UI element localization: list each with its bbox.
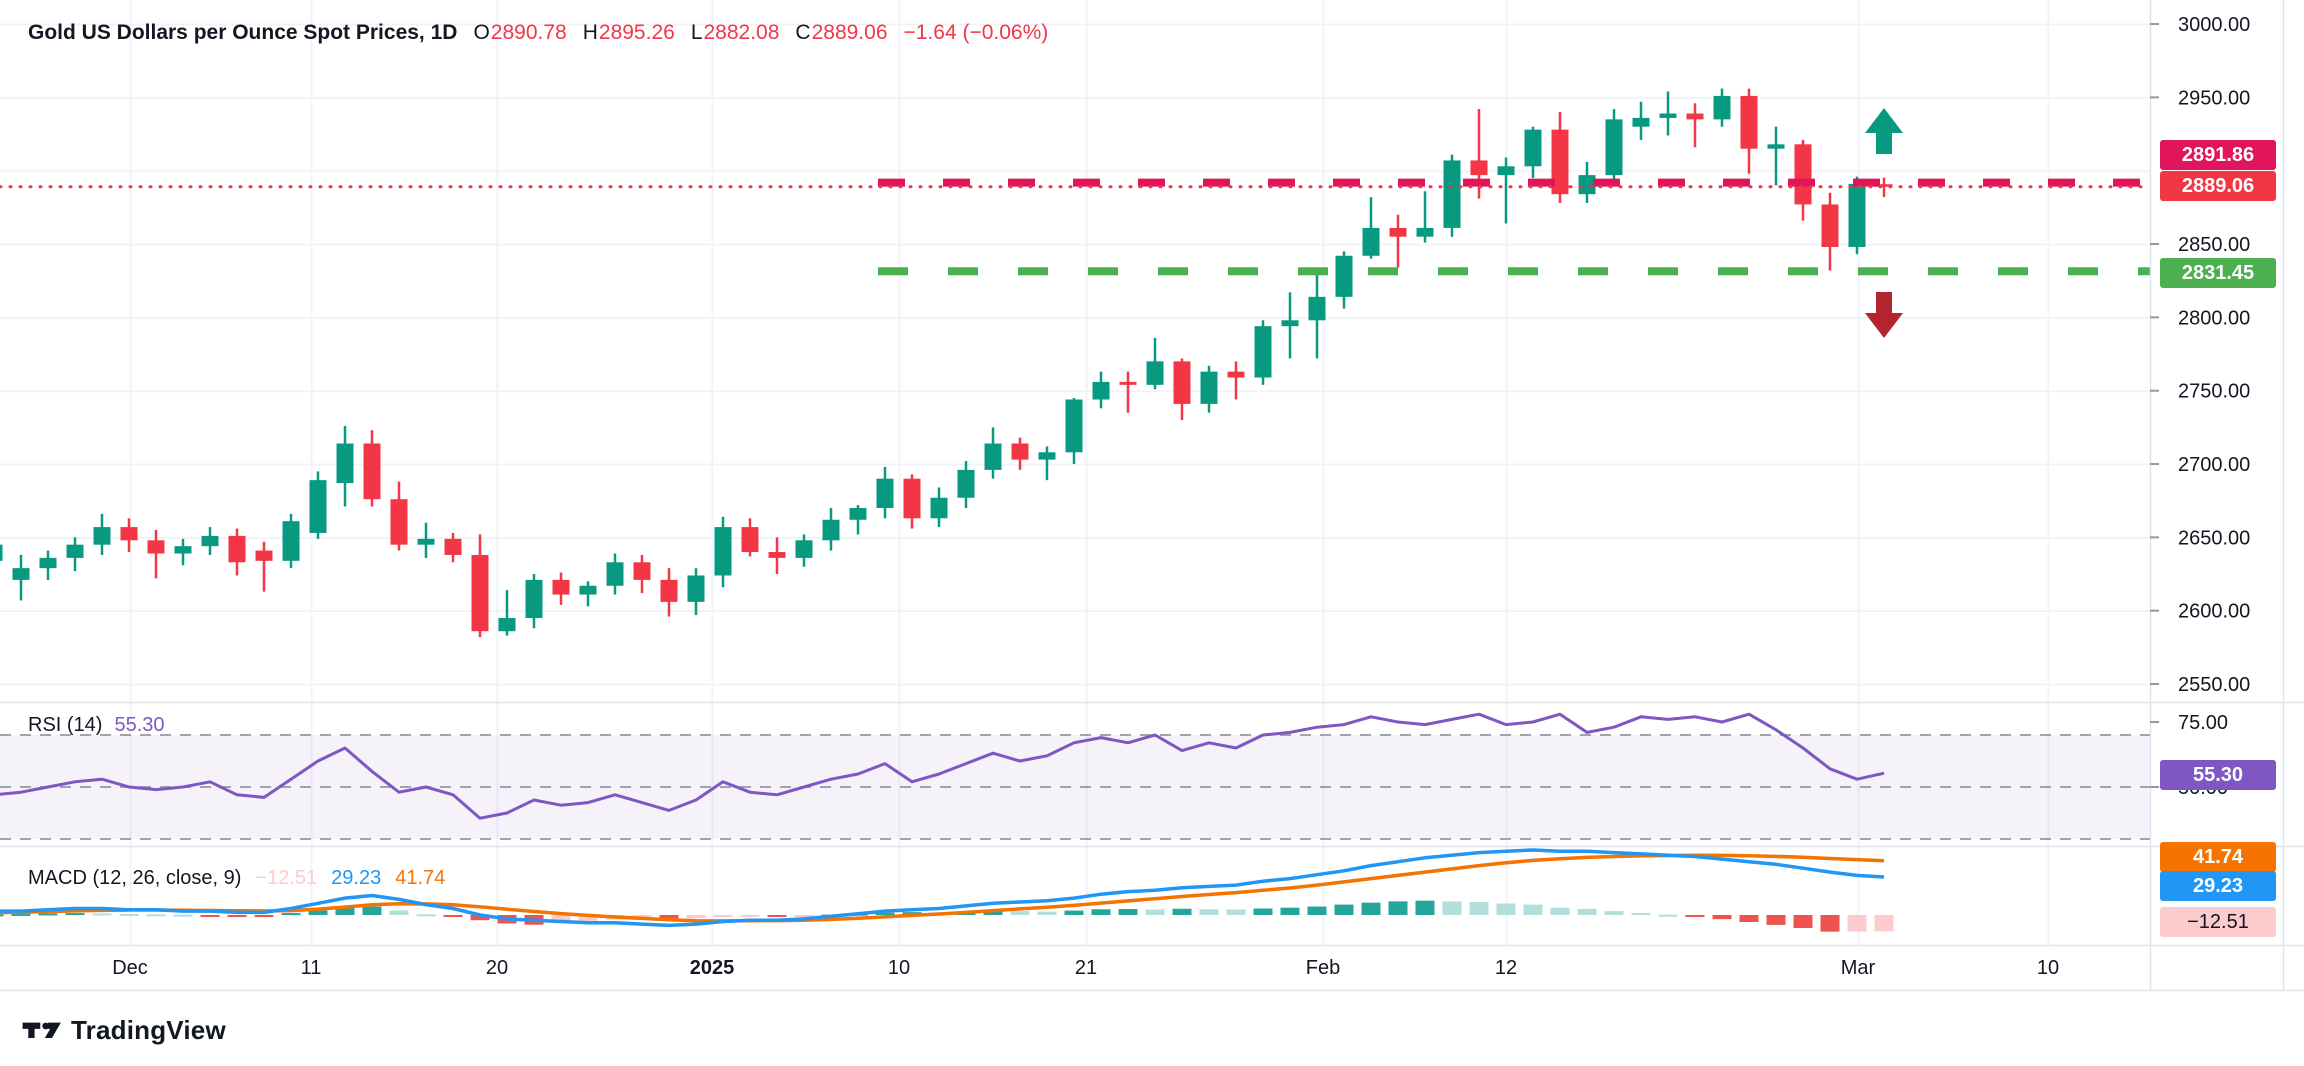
macd-hist-badge: −12.51	[2160, 907, 2276, 937]
signal-markers	[1865, 108, 1903, 338]
price-lines	[0, 178, 2152, 276]
svg-text:12: 12	[1495, 957, 1517, 979]
svg-text:10: 10	[2037, 957, 2059, 979]
macd-line-value: 29.23	[331, 867, 382, 889]
candles-layer	[0, 88, 1893, 638]
svg-text:Mar: Mar	[1841, 957, 1876, 979]
ohlc-close: C2889.06	[795, 21, 888, 44]
svg-text:10: 10	[888, 957, 910, 979]
ohlc-open: O2890.78	[473, 21, 567, 44]
gridlines	[0, 0, 2150, 945]
last-price-badge: 2889.06	[2160, 171, 2276, 201]
support-price-badge: 2831.45	[2160, 258, 2276, 288]
rsi-value-badge: 55.30	[2160, 760, 2276, 790]
rsi-band	[0, 734, 2150, 840]
arrow-down-icon	[1865, 292, 1903, 338]
tradingview-wordmark: TradingView	[71, 1014, 226, 1045]
svg-text:11: 11	[301, 957, 322, 979]
svg-text:Feb: Feb	[1306, 957, 1340, 979]
tradingview-logo[interactable]: TradingView	[22, 1014, 226, 1046]
macd-plot	[0, 848, 1894, 932]
svg-text:2950.00: 2950.00	[2178, 87, 2250, 109]
svg-text:Dec: Dec	[112, 957, 148, 979]
svg-text:21: 21	[1075, 957, 1097, 979]
svg-text:2750.00: 2750.00	[2178, 381, 2250, 403]
svg-text:2600.00: 2600.00	[2178, 601, 2250, 623]
svg-text:2800.00: 2800.00	[2178, 307, 2250, 329]
rsi-plot	[0, 712, 1885, 820]
change-value: −1.64 (−0.06%)	[903, 21, 1049, 44]
svg-text:20: 20	[486, 957, 508, 979]
macd-signal-value: 41.74	[395, 867, 446, 889]
macd-label[interactable]: MACD (12, 26, close, 9)	[28, 867, 242, 889]
svg-text:3000.00: 3000.00	[2178, 14, 2250, 36]
svg-text:2850.00: 2850.00	[2178, 234, 2250, 256]
chart-legend: Gold US Dollars per Ounce Spot Prices, 1…	[28, 21, 1048, 45]
rsi-legend: RSI (14) 55.30	[28, 714, 165, 737]
ohlc-high: H2895.26	[582, 21, 675, 44]
resistance-price-badge: 2891.86	[2160, 140, 2276, 170]
arrow-up-icon	[1865, 108, 1903, 154]
macd-hist-value: −12.51	[255, 867, 318, 889]
ohlc-low: L2882.08	[690, 21, 780, 44]
macd-signal-badge: 41.74	[2160, 842, 2276, 872]
rsi-value: 55.30	[114, 714, 165, 736]
symbol-title[interactable]: Gold US Dollars per Ounce Spot Prices, 1…	[28, 21, 458, 44]
svg-text:2550.00: 2550.00	[2178, 674, 2250, 696]
svg-text:75.00: 75.00	[2178, 712, 2228, 734]
panel-separators	[0, 0, 2304, 992]
svg-text:2650.00: 2650.00	[2178, 527, 2250, 549]
macd-line-badge: 29.23	[2160, 871, 2276, 901]
svg-text:2700.00: 2700.00	[2178, 454, 2250, 476]
rsi-label[interactable]: RSI (14)	[28, 714, 103, 736]
macd-legend: MACD (12, 26, close, 9) −12.51 29.23 41.…	[28, 867, 445, 890]
svg-text:2025: 2025	[690, 957, 735, 979]
tradingview-glyph-icon	[22, 1022, 61, 1038]
